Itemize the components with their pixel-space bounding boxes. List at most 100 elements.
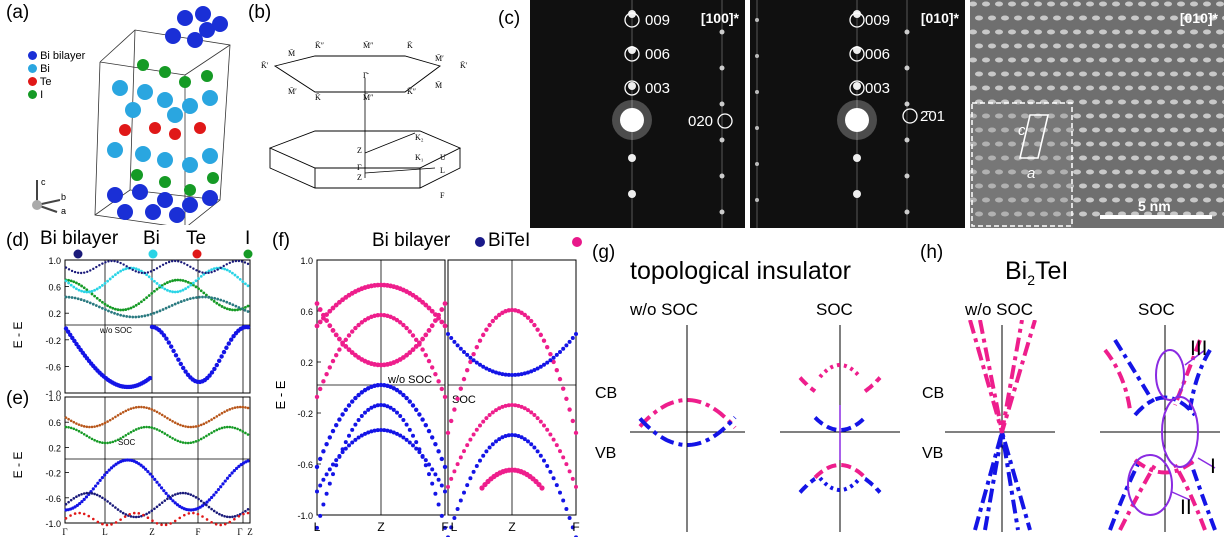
band-point	[210, 520, 213, 524]
legend-dots-f	[475, 237, 582, 247]
band-point	[213, 296, 217, 300]
band-point	[228, 261, 231, 265]
band-point	[442, 323, 448, 329]
panel-d-label: (d)	[6, 230, 30, 251]
band-point	[545, 360, 550, 365]
band-point	[140, 405, 143, 409]
band-point	[155, 310, 159, 314]
lattice-spot	[982, 169, 990, 175]
band-point	[205, 500, 209, 504]
band-point	[375, 428, 380, 433]
lattice-spot	[1008, 197, 1016, 203]
unit-cell-outline	[1018, 114, 1050, 159]
band-point	[229, 337, 234, 342]
marker-arrow	[1171, 491, 1191, 501]
lattice-spot	[1066, 15, 1074, 21]
band-point	[176, 439, 180, 443]
band-point	[223, 306, 227, 310]
band-point	[192, 267, 195, 270]
band-point	[212, 509, 216, 513]
band-point	[134, 267, 138, 271]
band-point	[241, 430, 245, 433]
band-point	[330, 328, 336, 333]
diffraction-spot	[719, 137, 725, 143]
band-point	[152, 311, 156, 315]
band-point	[445, 430, 451, 436]
band-point	[333, 332, 339, 338]
panel-e-label: (e)	[6, 388, 30, 409]
band-point	[189, 493, 193, 496]
lattice-spot	[1092, 43, 1100, 49]
atom	[169, 207, 185, 223]
split-band	[1113, 338, 1157, 407]
bz-point-label: K₂	[415, 133, 424, 142]
band-point	[178, 361, 183, 367]
band-point	[101, 522, 104, 526]
band-point	[150, 277, 154, 281]
band-point	[532, 322, 537, 328]
band-point	[398, 320, 403, 325]
diffraction-spot	[719, 101, 725, 107]
band-point	[506, 308, 511, 313]
band-point	[210, 507, 213, 511]
band-point	[433, 318, 438, 324]
band-point	[420, 417, 425, 422]
band-point	[350, 440, 355, 445]
band-point	[140, 314, 144, 318]
band-point	[72, 427, 76, 431]
lattice-spot	[1144, 43, 1152, 49]
band-point	[327, 365, 332, 370]
band-point	[205, 421, 208, 424]
lattice-spot	[1001, 43, 1009, 49]
band-point	[215, 511, 219, 514]
crossing-circle-i	[1161, 396, 1199, 468]
band-point	[149, 270, 153, 273]
unit-cell-edge	[184, 44, 231, 76]
band-point	[83, 271, 86, 274]
band-point	[202, 501, 206, 505]
lattice-spot	[1060, 113, 1068, 119]
band-point	[70, 296, 74, 299]
x-tick-label: Z	[149, 527, 155, 537]
band-point	[171, 494, 174, 497]
lattice-spot	[1164, 169, 1172, 175]
band-point	[134, 303, 138, 307]
atom	[202, 148, 218, 164]
atom	[199, 22, 215, 38]
atom	[182, 157, 198, 173]
row-label-cb: CB	[595, 385, 618, 402]
band-point	[570, 336, 575, 341]
band-point	[462, 490, 466, 495]
band-point	[164, 523, 168, 527]
lattice-spot	[1112, 169, 1120, 175]
band-point	[426, 428, 432, 434]
lattice-spot	[1086, 57, 1094, 63]
lattice-spot	[1079, 211, 1087, 217]
lattice-spot	[1014, 183, 1022, 189]
inset-border	[971, 102, 1073, 227]
band-point	[439, 483, 444, 488]
lattice-spot	[1008, 85, 1016, 91]
bz-point-label: M̄″	[363, 41, 373, 50]
band-point	[231, 426, 234, 429]
band-point	[168, 418, 172, 422]
band-point	[315, 525, 319, 530]
legend-label: Te	[186, 228, 207, 249]
atom	[169, 128, 181, 140]
band-point	[147, 511, 151, 514]
band-point	[113, 259, 116, 263]
band-point	[103, 441, 107, 445]
lattice-spot	[1099, 57, 1107, 63]
lattice-spot	[1105, 155, 1113, 161]
lattice-spot	[1040, 155, 1048, 161]
lattice-spot	[1144, 155, 1152, 161]
lattice-spot	[1112, 141, 1120, 147]
band-point	[179, 289, 182, 293]
lattice-spot	[988, 15, 996, 21]
band-point	[236, 308, 240, 312]
band-point	[75, 281, 78, 285]
panel-h-label: (h)	[920, 242, 944, 263]
band-point	[176, 290, 180, 294]
atom	[184, 184, 196, 196]
band-point	[141, 465, 145, 469]
